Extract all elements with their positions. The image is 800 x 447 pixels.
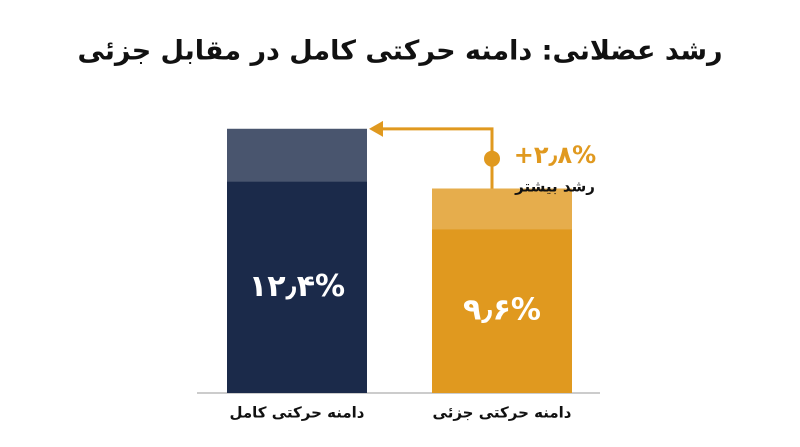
chart-title: رشد عضلانی: دامنه حرکتی کامل در مقابل جز…: [77, 36, 722, 67]
x-tick-label: دامنه حرکتی کامل: [230, 404, 365, 422]
x-tick-label: دامنه حرکتی جزئی: [433, 404, 572, 422]
annotation-arrow: [377, 127, 494, 189]
bar-top-highlight: [432, 188, 572, 230]
value-label: ۹٫۶%: [463, 293, 541, 328]
arrow-head: [369, 120, 383, 137]
value-label: ۱۲٫۴%: [249, 269, 345, 304]
annotation-subtext: رشد بیشتر: [514, 178, 595, 196]
annotation-text: +۲٫۸%: [514, 141, 596, 169]
annotation-dot: [484, 150, 500, 167]
bar-top-highlight: [227, 128, 367, 182]
